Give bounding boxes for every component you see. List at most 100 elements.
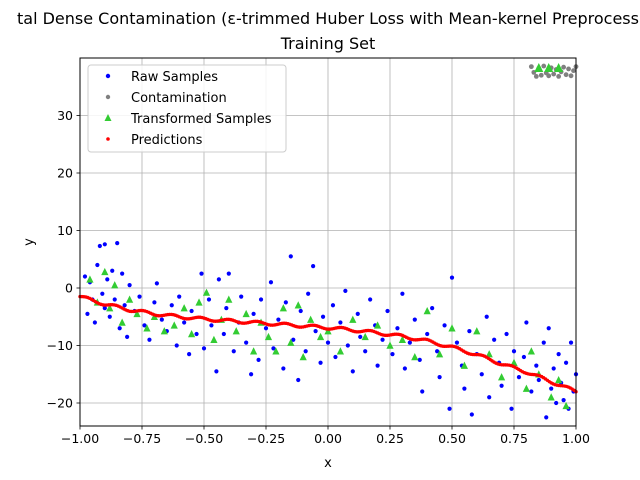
contamination-point [541, 63, 547, 69]
raw-sample-point [449, 275, 455, 280]
raw-sample-point [467, 329, 472, 334]
raw-sample-point [511, 349, 517, 354]
raw-sample-point [276, 317, 281, 322]
raw-sample-point [330, 303, 336, 308]
raw-sample-point [435, 349, 440, 354]
contamination-point [566, 66, 571, 72]
x-tick-label: 0.50 [438, 431, 466, 446]
raw-sample-point [97, 243, 102, 249]
data-points [78, 63, 579, 420]
raw-sample-point [189, 308, 194, 314]
raw-sample-point [447, 406, 452, 411]
transformed-sample-point [250, 347, 258, 355]
raw-sample-point [214, 369, 219, 374]
raw-sample-point [281, 366, 286, 371]
raw-sample-point [561, 398, 566, 403]
raw-sample-point [390, 352, 395, 357]
raw-sample-point [368, 297, 373, 302]
raw-sample-point [296, 377, 301, 383]
raw-sample-point [479, 372, 484, 377]
raw-sample-point [417, 357, 422, 362]
y-tick-label: 20 [57, 166, 73, 181]
x-tick-label: 1.00 [562, 431, 590, 446]
raw-sample-point [442, 323, 447, 328]
raw-sample-point [226, 271, 231, 276]
raw-sample-point [425, 331, 430, 337]
transformed-sample-point [473, 327, 481, 335]
raw-sample-point [92, 320, 97, 325]
raw-sample-point [504, 331, 509, 337]
transformed-sample-point [188, 330, 196, 338]
transformed-sample-point [544, 63, 554, 72]
transformed-sample-point [126, 295, 134, 303]
raw-sample-point [375, 363, 380, 368]
y-tick-label: 10 [57, 223, 73, 238]
raw-sample-point [551, 366, 556, 371]
raw-sample-point [345, 343, 350, 348]
raw-sample-point [127, 283, 132, 288]
legend-label-transformed-samples: Transformed Samples [130, 112, 272, 127]
raw-sample-point [509, 406, 514, 411]
raw-sample-point [152, 300, 157, 305]
raw-sample-point [85, 311, 90, 316]
legend-label-predictions: Predictions [131, 133, 203, 148]
transformed-sample-point [485, 350, 493, 358]
transformed-sample-point [180, 304, 188, 312]
raw-sample-point [206, 297, 212, 302]
x-tick-label: −0.75 [123, 431, 161, 446]
raw-sample-point [395, 326, 400, 331]
transformed-sample-point [386, 341, 394, 349]
raw-sample-point [147, 337, 152, 342]
raw-sample-point [122, 303, 127, 308]
x-tick-label: 0.00 [314, 431, 342, 446]
transformed-sample-point [232, 327, 240, 335]
raw-sample-point [82, 274, 88, 279]
transformed-sample-point [349, 315, 357, 323]
raw-sample-point [363, 349, 368, 354]
transformed-sample-point [423, 307, 431, 315]
raw-sample-point [95, 262, 100, 268]
raw-sample-point [380, 337, 385, 342]
transformed-sample-point [202, 288, 211, 296]
legend-marker-predictions [106, 137, 110, 141]
transformed-sample-point [118, 318, 126, 326]
raw-sample-point [283, 300, 288, 305]
transformed-sample-point [242, 309, 250, 318]
raw-sample-point [454, 340, 460, 345]
raw-sample-point [568, 340, 574, 345]
y-axis-label: y [22, 238, 37, 246]
transformed-sample-point [510, 358, 518, 366]
raw-sample-point [358, 334, 363, 339]
y-tick-label: 0 [65, 281, 73, 296]
raw-sample-point [224, 306, 229, 311]
raw-sample-point [325, 340, 331, 345]
raw-sample-point [271, 346, 276, 351]
raw-sample-point [187, 352, 192, 357]
raw-sample-point [469, 412, 474, 417]
raw-sample-point [221, 331, 226, 337]
x-tick-label: −0.25 [247, 431, 285, 446]
raw-sample-point [125, 334, 130, 339]
transformed-sample-point [225, 295, 233, 303]
x-tick-label: −0.50 [185, 431, 223, 446]
transformed-sample-point [143, 324, 151, 332]
legend-marker-raw-samples [105, 73, 111, 79]
transformed-sample-point [522, 384, 530, 392]
transformed-sample-point [448, 324, 456, 332]
transformed-sample-point [279, 304, 287, 312]
raw-sample-point [516, 375, 522, 380]
raw-sample-point [298, 308, 303, 314]
raw-sample-point [194, 331, 199, 337]
raw-sample-point [313, 329, 318, 334]
raw-sample-point [420, 389, 425, 394]
transformed-sample-point [307, 315, 315, 323]
contamination-point [571, 68, 576, 74]
legend-box [87, 64, 287, 153]
raw-sample-point [524, 320, 529, 325]
contamination-point [528, 64, 534, 70]
raw-sample-point [343, 288, 348, 293]
raw-sample-point [117, 326, 122, 331]
chart-subtitle: Training Set [280, 34, 376, 53]
raw-sample-point [120, 271, 125, 276]
